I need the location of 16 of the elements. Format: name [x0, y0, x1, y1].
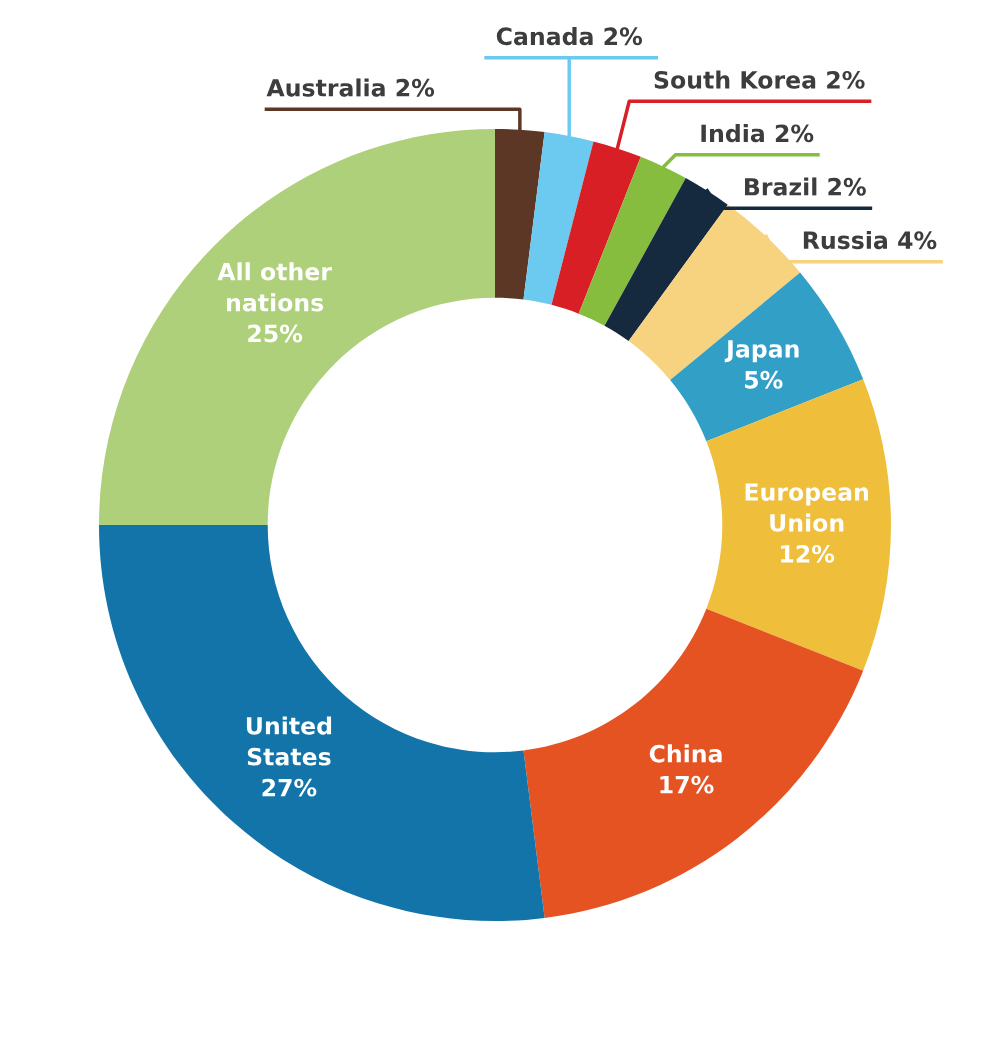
slice-label: Japan — [724, 340, 799, 363]
slice-label: India 2% — [701, 123, 814, 143]
data-label: 25% — [248, 324, 303, 343]
slice-label: All other nations — [217, 262, 332, 312]
slice-label: European Union — [745, 483, 869, 532]
slice-label: United States — [246, 716, 332, 766]
slice-label: Brazil 2% — [745, 177, 866, 196]
slice-label: Russia 4% — [803, 230, 937, 250]
data-label: 5% — [745, 370, 783, 389]
data-label: 27% — [262, 778, 317, 797]
data-label: 12% — [781, 544, 835, 563]
slice-label: Canada 2% — [496, 26, 643, 46]
slice-label: South Korea 2% — [654, 70, 865, 89]
data-label: 17% — [660, 775, 714, 794]
slice-label: Australia 2% — [266, 78, 435, 97]
slice-label: China — [649, 744, 722, 763]
